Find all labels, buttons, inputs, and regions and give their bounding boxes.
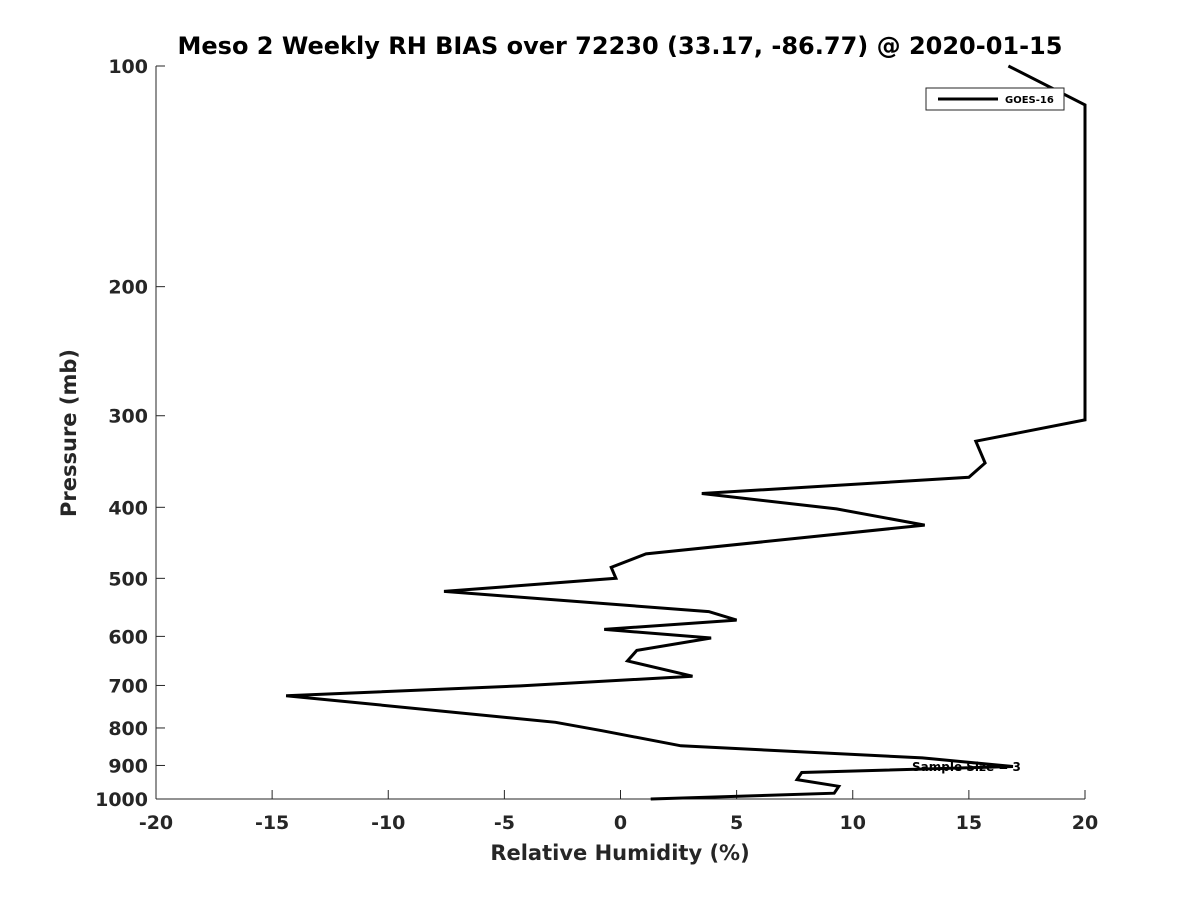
axes — [155, 66, 1085, 800]
legend-label-goes-16: GOES-16 — [1005, 95, 1054, 106]
x-tick-label: 15 — [956, 812, 982, 834]
x-tick-label: 0 — [614, 812, 627, 834]
x-tick-label: 20 — [1072, 812, 1098, 834]
y-tick-label: 900 — [108, 755, 148, 777]
x-tick-label: -20 — [139, 812, 173, 834]
y-ticks: 100 200 300 400 500 600 700 800 900 1000 — [95, 56, 165, 811]
x-ticks: -20 -15 -10 -5 0 5 10 15 20 — [139, 790, 1098, 834]
x-tick-label: -15 — [255, 812, 289, 834]
y-tick-label: 700 — [108, 675, 148, 697]
y-tick-label: 400 — [108, 497, 148, 519]
y-tick-label: 300 — [108, 406, 148, 428]
chart-title: Meso 2 Weekly RH BIAS over 72230 (33.17,… — [178, 32, 1063, 60]
y-axis-label: Pressure (mb) — [57, 349, 81, 517]
x-tick-label: -10 — [371, 812, 405, 834]
x-tick-label: 5 — [730, 812, 743, 834]
x-tick-label: 10 — [840, 812, 866, 834]
y-tick-label: 500 — [108, 568, 148, 590]
y-tick-label: 100 — [108, 56, 148, 78]
y-tick-label: 800 — [108, 718, 148, 740]
y-tick-label: 200 — [108, 277, 148, 299]
y-tick-label: 600 — [108, 626, 148, 648]
x-axis-label: Relative Humidity (%) — [490, 841, 749, 865]
legend: GOES-16 — [925, 87, 1065, 111]
sample-size-annotation: Sample Size = 3 — [912, 760, 1021, 774]
series-line-goes-16 — [285, 64, 1087, 801]
x-tick-label: -5 — [494, 812, 515, 834]
y-tick-label: 1000 — [95, 789, 148, 811]
series-group — [285, 64, 1087, 801]
